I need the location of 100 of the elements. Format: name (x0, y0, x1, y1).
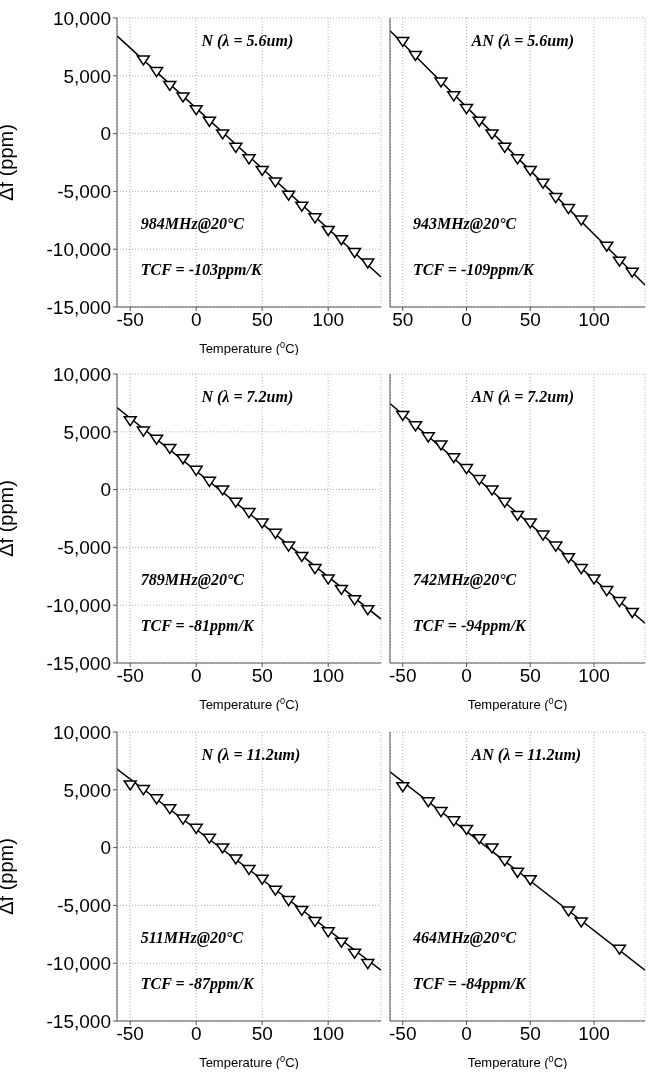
point (472, 116, 486, 128)
annotation: TCF = -103ppm/K (140, 260, 262, 279)
point (295, 201, 309, 212)
point (176, 814, 190, 825)
point (189, 465, 203, 477)
annotation: AN (λ = 5.6um) (471, 32, 575, 51)
y-tick-label: 10,000 (52, 7, 111, 29)
y-tick-label: -15,000 (46, 296, 111, 318)
point (447, 452, 461, 464)
point (447, 91, 461, 102)
point (574, 215, 588, 226)
point (268, 528, 283, 540)
point (123, 415, 137, 427)
point (255, 518, 269, 529)
x-tick-label: 0 (190, 309, 202, 331)
point (215, 485, 230, 496)
x-tick-label: 100 (578, 309, 610, 331)
point (612, 944, 627, 955)
y-tick-label: -5,000 (57, 181, 111, 203)
x-axis-title: Temperature ($^{0}$C) (467, 1054, 568, 1070)
point (281, 541, 296, 552)
point (485, 485, 499, 496)
point (625, 267, 639, 278)
point (295, 551, 309, 563)
point (202, 116, 217, 128)
point (498, 142, 512, 154)
annotation: 511MHz@20°C (140, 928, 244, 947)
annotation: TCF = -84ppm/K (412, 974, 526, 993)
point (334, 584, 349, 596)
point (229, 497, 243, 508)
point (268, 885, 283, 896)
y-tick-label: 10,000 (52, 721, 111, 743)
x-tick-label: 50 (251, 665, 273, 687)
point (549, 192, 563, 204)
x-tick-label: 100 (578, 665, 610, 687)
y-tick-label: 5,000 (63, 65, 111, 87)
point (123, 780, 137, 791)
point (396, 410, 410, 422)
point (459, 103, 474, 115)
point (396, 36, 410, 48)
point (202, 476, 217, 488)
point (268, 177, 283, 188)
point (347, 595, 362, 606)
point (189, 104, 203, 116)
point (334, 235, 349, 246)
point (510, 510, 525, 522)
point (574, 917, 588, 928)
point (561, 203, 576, 215)
x-tick-label: 50 (519, 309, 541, 331)
annotation: TCF = -81ppm/K (140, 616, 254, 635)
point (536, 530, 550, 541)
x-tick-label: 0 (190, 1023, 202, 1045)
point (459, 463, 474, 475)
x-tick-label: 100 (312, 665, 345, 687)
point (421, 797, 435, 808)
point (308, 563, 322, 575)
point (408, 421, 423, 432)
point (549, 541, 563, 552)
point (229, 142, 243, 154)
annotation: TCF = -87ppm/K (140, 974, 254, 993)
point (612, 256, 627, 267)
point (347, 247, 362, 259)
point (149, 794, 164, 805)
y-tick-label: 5,000 (63, 779, 111, 801)
y-tick-label: 5,000 (63, 421, 111, 443)
point (189, 823, 203, 835)
y-tick-label: -15,000 (46, 652, 111, 674)
y-tick-label: 10,000 (52, 363, 111, 385)
point (472, 834, 486, 845)
point (308, 916, 322, 928)
annotation: 789MHz@20°C (140, 570, 245, 589)
point (536, 178, 550, 189)
point (149, 434, 164, 445)
y-tick-label: -10,000 (46, 238, 111, 260)
point (510, 867, 525, 879)
x-tick-label: 50 (251, 309, 273, 331)
x-tick-label: 100 (312, 309, 345, 331)
x-tick-label: 50 (519, 1023, 541, 1045)
point (498, 497, 512, 508)
x-tick-label: 0 (461, 1023, 472, 1045)
point (242, 154, 256, 165)
point (625, 607, 639, 619)
annotation: 984MHz@20°C (140, 214, 245, 233)
point (334, 937, 349, 948)
point (176, 92, 190, 103)
point (600, 241, 614, 252)
annotation: TCF = -94ppm/K (412, 616, 526, 635)
point (612, 596, 627, 608)
point (308, 213, 322, 224)
point (485, 129, 499, 140)
point (176, 454, 190, 465)
x-tick-label: 0 (190, 665, 202, 687)
point (587, 574, 601, 585)
point (281, 190, 296, 202)
x-tick-label: -50 (116, 665, 144, 687)
point (361, 958, 375, 970)
point (523, 875, 537, 886)
x-tick-label: 50 (519, 665, 541, 687)
point (447, 816, 461, 827)
y-tick-label: 0 (100, 123, 111, 145)
